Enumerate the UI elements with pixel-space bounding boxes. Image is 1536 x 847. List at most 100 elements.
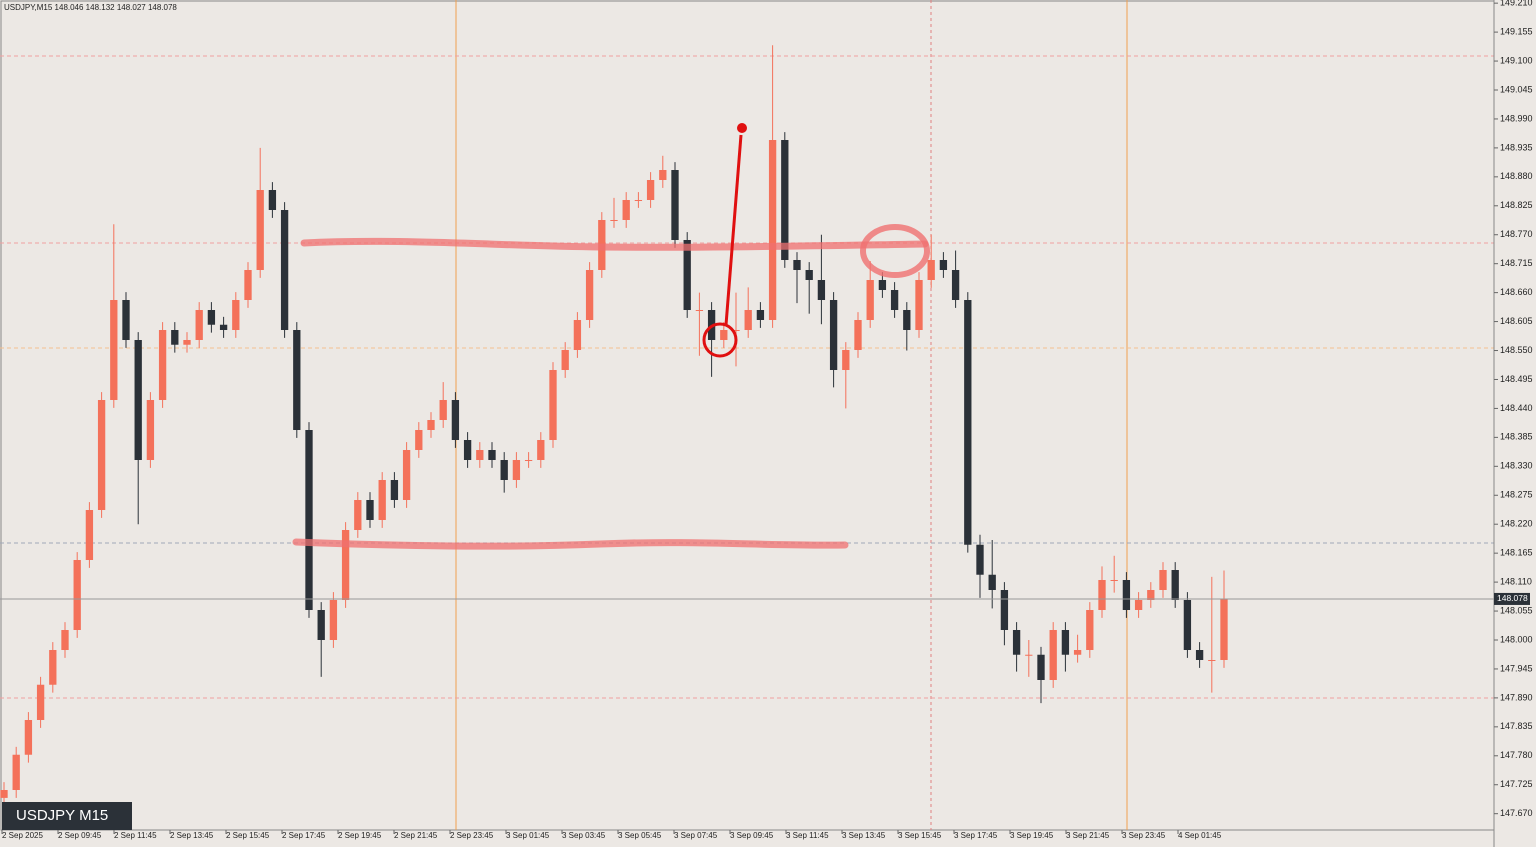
candle-body — [1220, 598, 1228, 660]
candle-body — [1208, 660, 1216, 661]
candle-body — [927, 260, 935, 280]
candle-body — [781, 140, 789, 260]
x-tick-label: 3 Sep 09:45 — [730, 831, 774, 840]
x-tick-label: 3 Sep 23:45 — [1122, 831, 1166, 840]
candle-body — [354, 500, 362, 530]
x-tick-label: 2 Sep 11:45 — [114, 831, 157, 840]
x-tick-label: 3 Sep 21:45 — [1066, 831, 1110, 840]
candle-body — [49, 650, 57, 685]
candle-body — [402, 450, 411, 500]
symbol-box — [2, 802, 132, 830]
y-tick-label: 147.945 — [1500, 663, 1533, 673]
candle-body — [85, 510, 94, 560]
y-tick-label: 148.605 — [1500, 316, 1533, 326]
y-tick-label: 148.275 — [1500, 490, 1533, 500]
candle-body — [732, 330, 740, 331]
candle-body — [415, 430, 423, 450]
candle-body — [1049, 630, 1057, 680]
highlight-circle — [702, 322, 738, 358]
candle-body — [24, 720, 33, 755]
candle-body — [1037, 654, 1045, 680]
candle-body — [219, 324, 228, 330]
arrow — [724, 134, 743, 326]
candle-body — [280, 210, 289, 330]
candle-body — [951, 270, 960, 300]
candle-body — [866, 280, 874, 320]
candle-body — [427, 420, 435, 430]
candle-body — [61, 630, 69, 650]
candle-body — [829, 300, 838, 370]
candle-body — [171, 330, 179, 345]
candle-body — [988, 574, 996, 590]
y-tick-label: 148.770 — [1500, 229, 1533, 239]
candle-body — [976, 544, 984, 575]
candle-body — [817, 280, 826, 300]
candle-body — [1134, 600, 1143, 610]
candle-body — [524, 460, 533, 461]
candle-body — [244, 270, 252, 300]
candle-body — [293, 330, 301, 430]
candle-body — [317, 610, 325, 640]
candle-body — [854, 320, 862, 350]
candle-body — [207, 310, 216, 325]
x-tick-label: 3 Sep 11:45 — [786, 831, 829, 840]
x-tick-label: 2 Sep 09:45 — [58, 831, 102, 840]
y-tick-label: 148.110 — [1500, 576, 1532, 586]
candle-body — [256, 190, 264, 270]
candle-body — [634, 200, 643, 201]
candle-body — [488, 450, 496, 460]
candle-body — [390, 480, 399, 500]
y-tick-label: 148.055 — [1500, 605, 1533, 615]
candle-body — [585, 270, 594, 320]
candle-body — [915, 280, 923, 330]
candle-body — [1147, 590, 1155, 600]
y-tick-label: 148.000 — [1500, 634, 1533, 644]
highlight-circle — [860, 224, 930, 278]
x-tick-label: 3 Sep 19:45 — [1010, 831, 1054, 840]
candle-body — [842, 350, 850, 370]
candle-body — [793, 260, 801, 270]
candle-body — [1098, 580, 1106, 610]
candle-body — [805, 270, 813, 280]
y-tick-label: 149.155 — [1500, 26, 1533, 36]
x-tick-label: 3 Sep 07:45 — [674, 831, 718, 840]
candle-body — [1073, 650, 1082, 655]
candle-body — [744, 310, 752, 330]
y-tick-label: 147.835 — [1500, 721, 1533, 731]
candle-body — [97, 400, 106, 510]
candle-body — [1086, 610, 1094, 650]
candle-body — [36, 684, 45, 720]
y-tick-label: 147.725 — [1500, 779, 1533, 789]
candle-body — [110, 300, 118, 400]
x-tick-label: 2 Sep 23:45 — [450, 831, 494, 840]
candle-body — [720, 330, 728, 340]
x-tick-label: 3 Sep 01:45 — [506, 831, 550, 840]
x-tick-label: 2 Sep 2025 — [2, 831, 43, 840]
y-tick-label: 148.550 — [1500, 345, 1533, 355]
y-tick-label: 148.825 — [1500, 200, 1533, 210]
x-tick-label: 3 Sep 13:45 — [842, 831, 886, 840]
candle-body — [512, 460, 521, 480]
candle-body — [537, 440, 545, 460]
last-price-box — [1494, 592, 1530, 605]
support-drawing — [292, 538, 849, 550]
y-tick-label: 147.890 — [1500, 692, 1533, 702]
candle-body — [1012, 630, 1021, 655]
candle-body — [890, 290, 899, 310]
y-tick-label: 149.100 — [1500, 55, 1533, 65]
x-tick-label: 3 Sep 15:45 — [898, 831, 942, 840]
candle-body — [195, 310, 203, 340]
x-tick-label: 2 Sep 13:45 — [170, 831, 214, 840]
candle-body — [183, 340, 191, 345]
candle-body — [964, 300, 972, 545]
candle-body — [1195, 650, 1204, 660]
candle-body — [561, 350, 569, 370]
y-tick-label: 148.385 — [1500, 432, 1533, 442]
candle-body — [451, 400, 460, 440]
arrow-head — [737, 123, 747, 133]
y-tick-label: 148.715 — [1500, 258, 1533, 268]
y-tick-label: 148.220 — [1500, 519, 1533, 529]
candle-body — [341, 530, 350, 600]
candle-body — [366, 500, 374, 520]
